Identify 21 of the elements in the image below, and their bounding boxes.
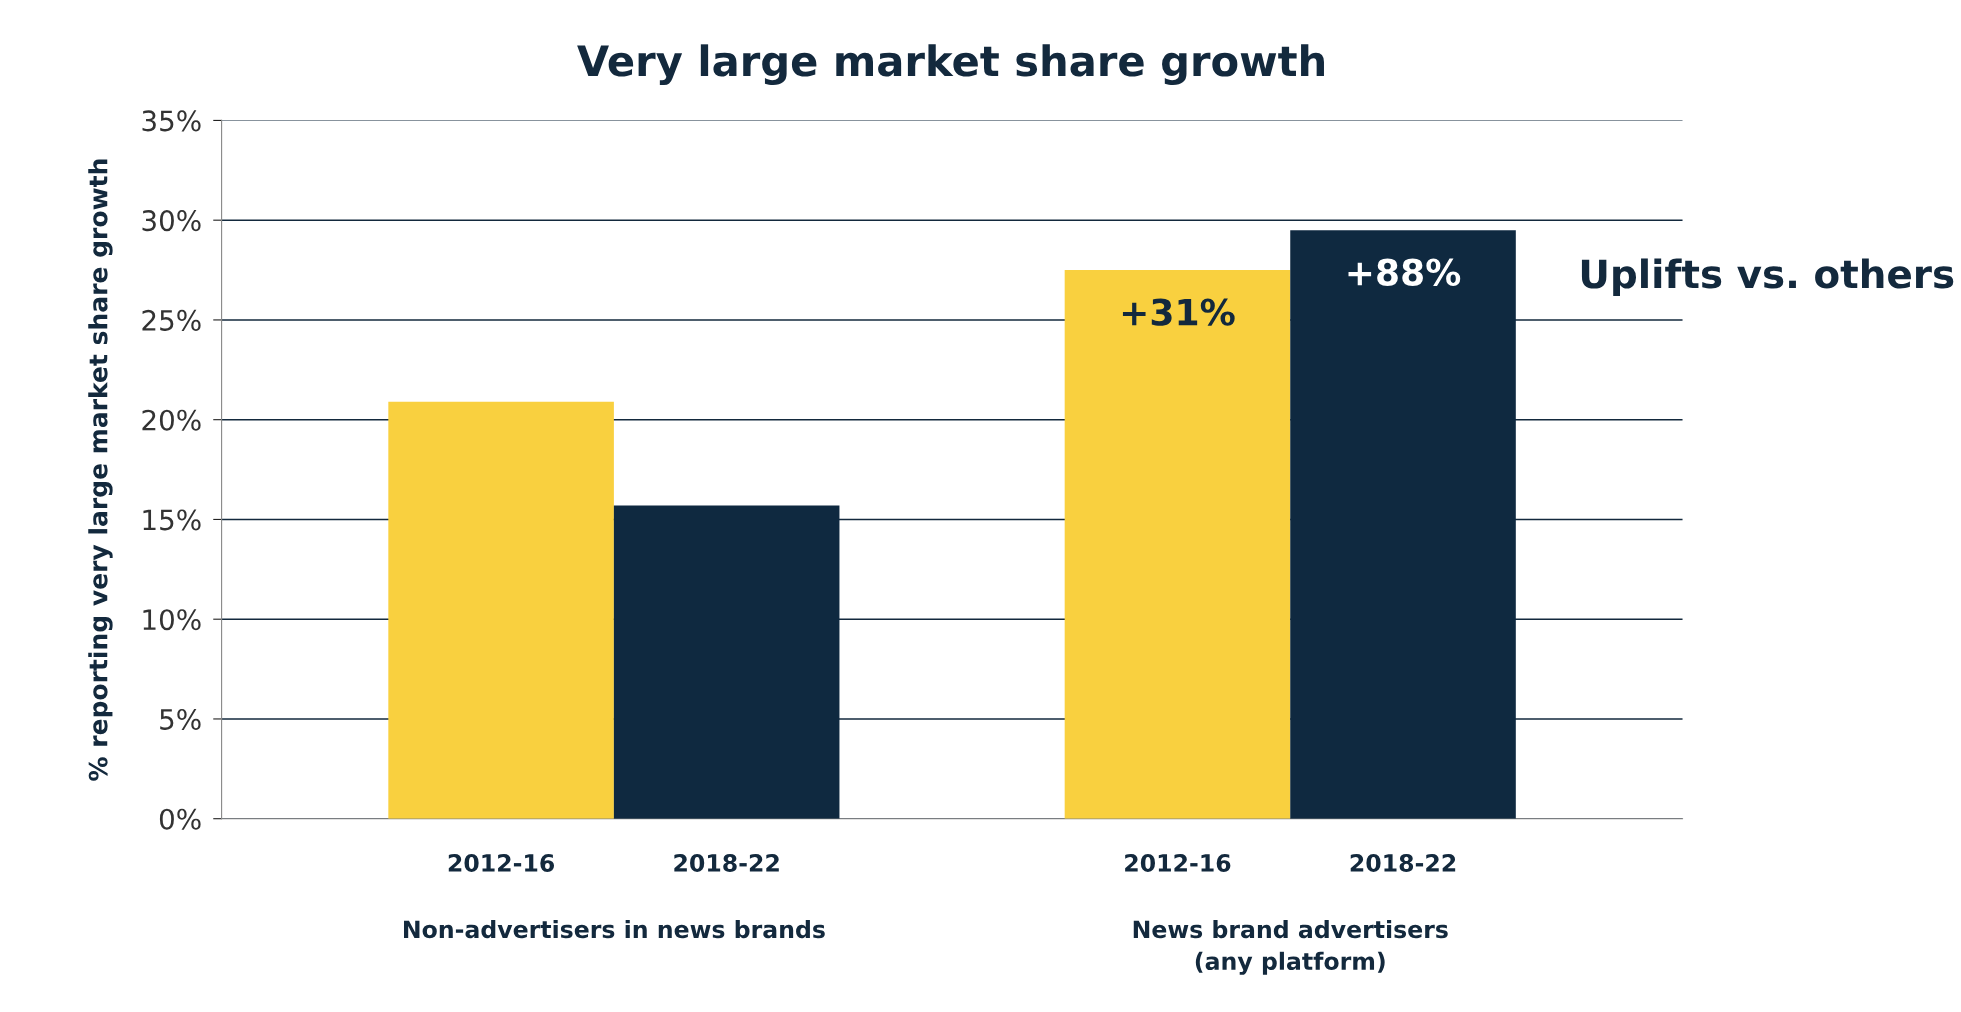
- series-label: 2018-22: [674, 854, 779, 872]
- text: 2018-22: [1350, 854, 1456, 872]
- y-tick-label: 0%: [159, 808, 201, 830]
- y-tick-label: 20%: [142, 409, 201, 431]
- y-tick-label: 35%: [142, 110, 201, 132]
- chart-title: Very large market share growth: [577, 44, 1324, 85]
- series-label: 2012-16: [448, 854, 555, 872]
- bar: [388, 401, 614, 819]
- bar: [1064, 270, 1291, 819]
- x-tick-label: Non-advertisers in news brands: [404, 919, 825, 939]
- y-tick-label: 5%: [160, 708, 201, 730]
- x-tick-label: News brand advertisers (any platform): [1133, 919, 1448, 975]
- y-tick-label: 15%: [143, 509, 201, 531]
- text: 2012-16: [1125, 854, 1231, 872]
- annotation: +31%: [1122, 298, 1235, 326]
- y-tick-label: 30%: [142, 210, 201, 232]
- y-tick-label: 25%: [142, 309, 201, 331]
- annotation: +88%: [1348, 258, 1461, 286]
- annotation: Uplifts vs. others: [1581, 258, 1954, 297]
- y-axis-title: % reporting very large market share growth: [88, 159, 113, 781]
- y-tick-label: 10%: [143, 609, 201, 631]
